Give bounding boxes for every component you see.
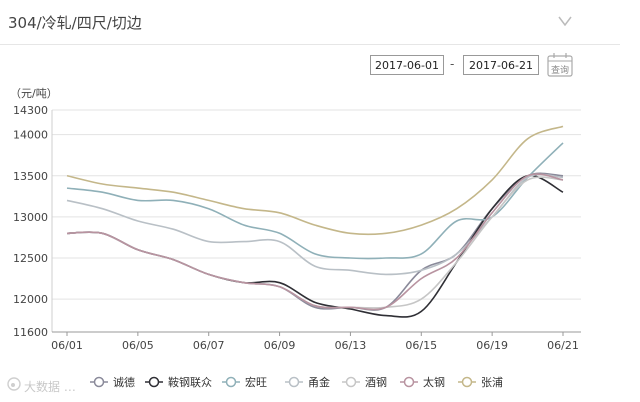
x-tick-label: 06/05 [122,339,154,352]
legend-label: 酒钢 [365,376,387,389]
x-tick-labels: 06/01 06/05 06/07 06/09 06/13 06/15 06/19 06/21 [51,332,579,352]
y-axis-label: （元/吨） [10,87,58,100]
legend-label: 甬金 [308,375,330,389]
y-tick-label: 12000 [13,293,48,306]
query-label: 查询 [550,66,569,76]
y-tick-label: 13500 [13,170,48,183]
series-line-1 [66,172,564,311]
x-tick-label: 06/09 [264,339,296,352]
series-line-5 [66,176,564,309]
legend-marker [93,376,105,388]
legend-item-2[interactable]: 鞍钢联众 [145,375,212,389]
legend: 诚德 鞍钢联众 宏旺 甬金 酒钢 太钢 张浦 [90,375,503,389]
legend-label: 宏旺 [245,375,267,389]
y-tick-label: 11600 [13,326,48,339]
y-tick-labels: 11600 12000 12500 13000 13500 14000 14300 [13,104,48,339]
legend-marker [345,376,357,388]
weibo-logo-icon [7,377,21,391]
legend-label: 太钢 [423,376,445,389]
y-tick-label: 13000 [13,211,48,224]
y-tick-label: 14000 [13,129,48,142]
legend-label: 诚德 [113,375,135,389]
x-tick-label: 06/07 [193,339,225,352]
watermark: 大数据 … [6,372,86,398]
end-date-input[interactable]: 2017-06-21 [463,55,539,75]
date-separator: - [450,57,455,71]
series-line-6 [66,173,564,311]
gridlines [51,109,581,333]
legend-label: 张浦 [481,376,503,389]
legend-item-3[interactable]: 宏旺 [222,375,267,389]
date-range: 2017-06-01 - 2017-06-21 查询 [0,52,640,79]
series-line-3 [66,142,564,260]
series-lines [66,125,564,318]
legend-marker [148,376,160,388]
legend-label: 鞍钢联众 [168,375,212,389]
x-tick-label: 06/15 [405,339,437,352]
watermark-text: 大数据 … [24,380,76,394]
legend-marker [403,376,415,388]
y-tick-label: 12500 [13,252,48,265]
product-title: 304/冷轧/四尺/切边 [8,14,142,32]
legend-marker [288,376,300,388]
series-line-2 [66,174,564,318]
start-date-input[interactable]: 2017-06-01 [370,55,444,75]
series-line-7 [66,125,564,236]
x-tick-label: 06/21 [547,339,579,352]
query-button[interactable]: 查询 [545,52,575,78]
legend-item-5[interactable]: 酒钢 [342,376,387,389]
legend-item-6[interactable]: 太钢 [400,376,445,389]
x-tick-label: 06/19 [476,339,508,352]
legend-marker [461,376,473,388]
chart-header: 304/冷轧/四尺/切边 [0,0,620,45]
legend-item-7[interactable]: 张浦 [458,376,503,389]
y-tick-label: 14300 [13,104,48,117]
x-tick-label: 06/01 [51,339,83,352]
calendar-icon [547,53,573,77]
x-tick-label: 06/13 [335,339,367,352]
legend-item-4[interactable]: 甬金 [285,375,330,389]
chevron-down-icon[interactable] [558,16,572,26]
legend-marker [225,376,237,388]
legend-item-1[interactable]: 诚德 [90,375,135,389]
